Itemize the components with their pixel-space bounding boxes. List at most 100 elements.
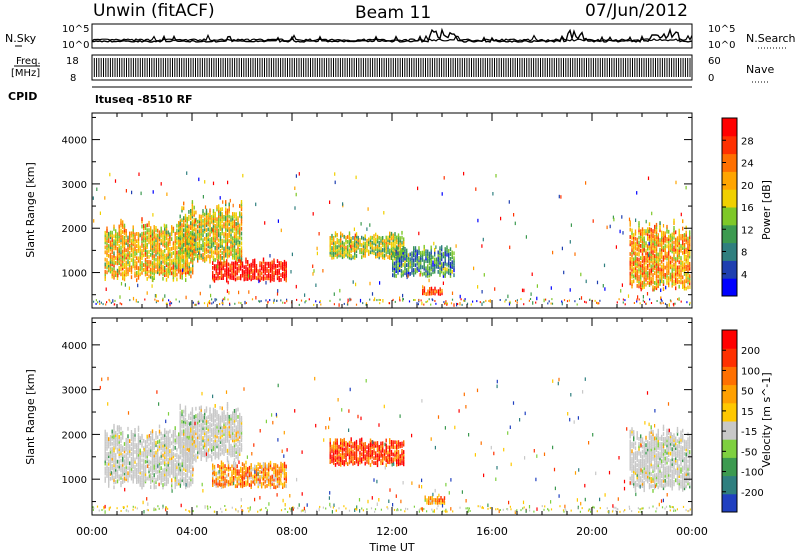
range-cell <box>115 229 116 233</box>
range-cell <box>425 266 426 270</box>
range-cell <box>228 267 229 271</box>
range-cell <box>361 255 362 259</box>
range-cell <box>148 250 149 254</box>
range-cell <box>201 406 202 410</box>
range-cell <box>141 459 142 463</box>
range-cell <box>435 245 436 249</box>
range-cell <box>115 256 116 260</box>
range-cell <box>131 258 132 262</box>
range-cell <box>148 443 149 447</box>
range-cell <box>183 472 184 476</box>
range-cell <box>623 299 624 301</box>
range-cell <box>208 415 209 419</box>
range-cell <box>180 404 181 408</box>
range-cell <box>645 241 646 245</box>
range-cell <box>124 454 125 458</box>
range-cell <box>120 437 121 441</box>
range-cell <box>235 261 236 265</box>
range-cell <box>173 241 174 245</box>
range-cell <box>164 254 165 258</box>
range-cell <box>322 269 323 273</box>
colorbar-tick-label: 8 <box>741 248 747 259</box>
range-cell <box>389 232 390 236</box>
range-cell <box>392 251 393 255</box>
range-cell <box>169 247 170 251</box>
range-cell <box>411 251 412 255</box>
range-cell <box>122 230 123 234</box>
range-cell <box>215 409 216 413</box>
range-cell <box>227 289 228 293</box>
range-cell <box>148 228 149 232</box>
range-cell <box>379 281 380 285</box>
range-cell <box>133 225 134 229</box>
range-cell <box>268 262 269 266</box>
range-cell <box>183 202 184 206</box>
range-cell <box>429 287 430 291</box>
range-cell <box>569 300 570 302</box>
range-cell <box>144 299 145 301</box>
range-cell <box>197 242 198 246</box>
range-cell <box>176 453 177 457</box>
range-cell <box>110 253 111 257</box>
range-cell <box>209 407 210 411</box>
range-cell <box>294 187 295 191</box>
range-cell <box>330 244 331 248</box>
range-cell <box>365 242 366 246</box>
range-cell <box>532 301 533 305</box>
range-cell <box>209 435 210 439</box>
range-cell <box>649 269 650 273</box>
range-cell <box>161 261 162 265</box>
range-cell <box>152 279 153 283</box>
range-cell <box>689 274 690 278</box>
range-cell <box>424 245 425 249</box>
range-cell <box>131 191 132 195</box>
range-cell <box>124 236 125 240</box>
range-cell <box>230 264 231 268</box>
range-cell <box>222 407 223 411</box>
range-cell <box>252 298 253 300</box>
range-cell <box>510 302 511 304</box>
range-cell <box>197 220 198 224</box>
range-cell <box>141 261 142 265</box>
range-cell <box>358 236 359 240</box>
range-cell <box>183 410 184 414</box>
range-cell <box>158 300 159 302</box>
range-cell <box>113 234 114 238</box>
range-cell <box>477 285 478 289</box>
range-cell <box>208 254 209 258</box>
range-cell <box>551 286 552 290</box>
range-cell <box>670 300 671 302</box>
range-cell <box>124 447 125 451</box>
range-cell <box>682 261 683 265</box>
range-cell <box>112 255 113 259</box>
range-cell <box>433 289 434 293</box>
range-cell <box>654 254 655 258</box>
range-cell <box>515 222 516 226</box>
range-cell <box>261 262 262 266</box>
range-cell <box>157 440 158 444</box>
range-cell <box>673 303 674 305</box>
range-cell <box>666 225 667 229</box>
range-cell <box>689 262 690 266</box>
range-cell <box>227 209 228 213</box>
range-cell <box>147 223 148 227</box>
range-cell <box>168 478 169 482</box>
range-cell <box>248 290 249 294</box>
range-cell <box>660 222 661 226</box>
range-cell <box>150 461 151 465</box>
range-cell <box>112 464 113 468</box>
range-cell <box>206 431 207 435</box>
range-cell <box>105 477 106 481</box>
range-cell <box>168 299 169 301</box>
range-cell <box>317 252 318 256</box>
range-cell <box>452 270 453 274</box>
range-cell <box>438 251 439 255</box>
range-cell <box>475 187 476 191</box>
range-cell <box>597 281 598 285</box>
range-cell <box>320 300 321 302</box>
range-cell <box>636 301 637 303</box>
range-cell <box>675 257 676 261</box>
range-cell <box>404 247 405 251</box>
range-cell <box>450 262 451 266</box>
range-cell <box>220 208 221 212</box>
